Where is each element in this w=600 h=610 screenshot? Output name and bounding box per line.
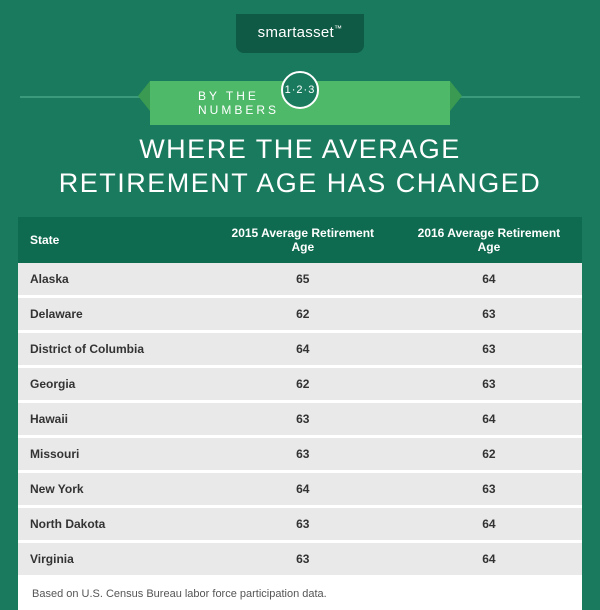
ribbon-circle: 1·2·3 <box>281 71 319 109</box>
cell-2015: 63 <box>210 541 396 576</box>
cell-2015: 64 <box>210 471 396 506</box>
cell-2016: 64 <box>396 541 582 576</box>
col-2016: 2016 Average Retirement Age <box>396 217 582 263</box>
cell-2016: 63 <box>396 471 582 506</box>
title-line2: RETIREMENT AGE HAS CHANGED <box>59 168 542 198</box>
cell-2015: 62 <box>210 296 396 331</box>
page-title: WHERE THE AVERAGE RETIREMENT AGE HAS CHA… <box>0 133 600 201</box>
table-row: Georgia6263 <box>18 366 582 401</box>
logo-area: smartasset™ <box>0 0 600 53</box>
col-2015: 2015 Average Retirement Age <box>210 217 396 263</box>
table-row: New York6463 <box>18 471 582 506</box>
cell-2016: 64 <box>396 263 582 297</box>
cell-2016: 63 <box>396 296 582 331</box>
brand-name: smartasset <box>258 24 334 41</box>
table-header-row: State 2015 Average Retirement Age 2016 A… <box>18 217 582 263</box>
cell-2016: 63 <box>396 366 582 401</box>
cell-state: Virginia <box>18 541 210 576</box>
title-line1: WHERE THE AVERAGE <box>139 134 461 164</box>
table-row: Hawaii6364 <box>18 401 582 436</box>
cell-2016: 64 <box>396 401 582 436</box>
cell-state: New York <box>18 471 210 506</box>
brand-logo: smartasset™ <box>236 14 365 53</box>
retirement-table: State 2015 Average Retirement Age 2016 A… <box>18 217 582 578</box>
circle-text: 1·2·3 <box>285 84 316 96</box>
table-row: North Dakota6364 <box>18 506 582 541</box>
cell-2015: 63 <box>210 506 396 541</box>
cell-state: North Dakota <box>18 506 210 541</box>
cell-2015: 62 <box>210 366 396 401</box>
table-row: Alaska6564 <box>18 263 582 297</box>
cell-2016: 63 <box>396 331 582 366</box>
table-row: Virginia6364 <box>18 541 582 576</box>
cell-2015: 63 <box>210 436 396 471</box>
cell-2015: 65 <box>210 263 396 297</box>
footnote: Based on U.S. Census Bureau labor force … <box>18 578 582 610</box>
cell-state: District of Columbia <box>18 331 210 366</box>
ribbon-left: BY THE <box>198 89 259 103</box>
cell-2016: 64 <box>396 506 582 541</box>
ribbon-right: NUMBERS <box>198 103 279 117</box>
cell-state: Alaska <box>18 263 210 297</box>
col-state: State <box>18 217 210 263</box>
table-row: Delaware6263 <box>18 296 582 331</box>
table-row: Missouri6362 <box>18 436 582 471</box>
table-body: Alaska6564Delaware6263District of Columb… <box>18 263 582 577</box>
cell-state: Delaware <box>18 296 210 331</box>
cell-state: Hawaii <box>18 401 210 436</box>
ribbon-row: BY THE NUMBERS 1·2·3 <box>0 75 600 119</box>
cell-2016: 62 <box>396 436 582 471</box>
cell-2015: 64 <box>210 331 396 366</box>
cell-state: Georgia <box>18 366 210 401</box>
cell-2015: 63 <box>210 401 396 436</box>
brand-tm: ™ <box>334 24 342 33</box>
cell-state: Missouri <box>18 436 210 471</box>
table-row: District of Columbia6463 <box>18 331 582 366</box>
